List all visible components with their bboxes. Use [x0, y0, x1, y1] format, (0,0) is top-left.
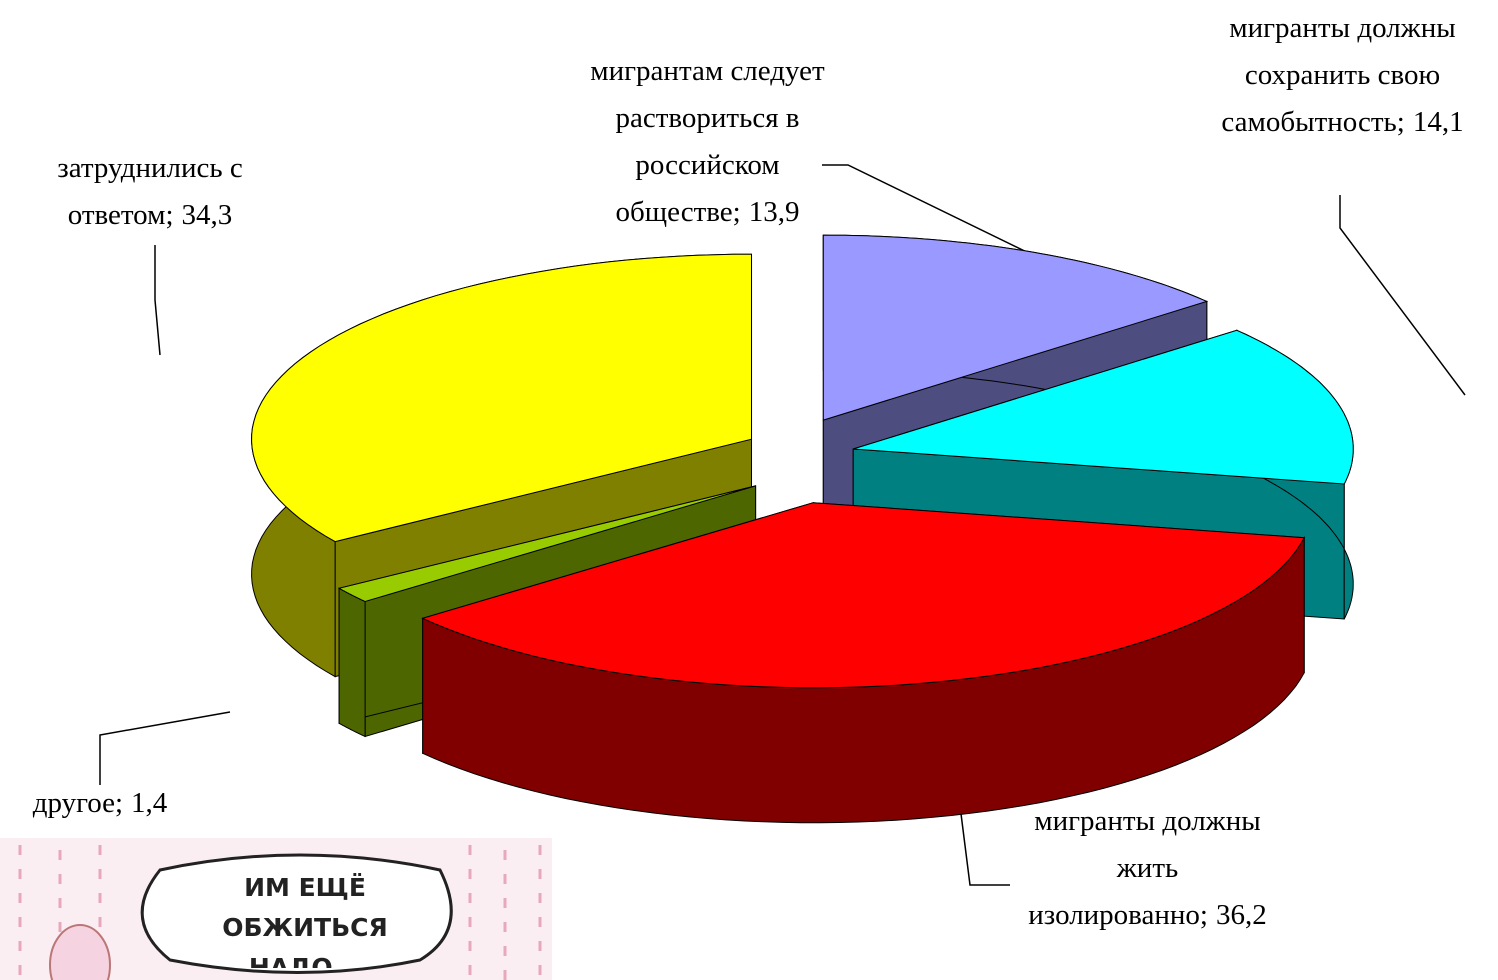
- value-label: 14,1: [1412, 106, 1464, 138]
- slice-side: [338, 587, 366, 738]
- leader-line: [957, 789, 1010, 886]
- category-label: мигранты должны сохранить свою самобытно…: [1221, 12, 1456, 138]
- category-label: затруднились с ответом;: [57, 152, 243, 231]
- cartoon-text: ИМ ЕЩЁ ОБЖИТЬСЯ НАДО...: [222, 873, 388, 968]
- slice-label: затруднились с ответом; 34,3: [20, 145, 280, 239]
- slice: [421, 502, 1306, 689]
- slice-label: мигрантам следует раствориться в российс…: [590, 48, 825, 236]
- value-label: 34,3: [181, 199, 233, 231]
- slice: [251, 253, 752, 543]
- speech-bubble: [140, 853, 453, 974]
- slice-label: мигранты должны сохранить свою самобытно…: [1195, 5, 1490, 146]
- pie: [251, 234, 1354, 824]
- slice: [853, 329, 1354, 485]
- leader-line: [822, 164, 1081, 279]
- leader-line: [154, 245, 161, 356]
- leader-line: [99, 711, 231, 785]
- cartoon-figure: [49, 924, 111, 980]
- value-label: 13,9: [748, 196, 800, 228]
- cartoon-text-box: ИМ ЕЩЁ ОБЖИТЬСЯ НАДО...: [222, 873, 388, 968]
- category-label: другое;: [32, 787, 124, 819]
- cartoon: ИМ ЕЩЁ ОБЖИТЬСЯ НАДО...: [0, 838, 552, 980]
- value-label: 36,2: [1215, 899, 1267, 931]
- value-label: 1,4: [131, 787, 168, 819]
- leader-line: [1339, 195, 1466, 396]
- slice: [337, 485, 756, 603]
- category-label: мигранты должны жить изолированно;: [1028, 805, 1261, 931]
- slice-label: мигранты должны жить изолированно; 36,2: [1005, 798, 1290, 939]
- leader-lines: [99, 164, 1466, 886]
- slice: [822, 234, 1209, 421]
- slice-label: другое; 1,4: [0, 780, 200, 827]
- category-label: мигрантам следует раствориться в российс…: [590, 55, 825, 228]
